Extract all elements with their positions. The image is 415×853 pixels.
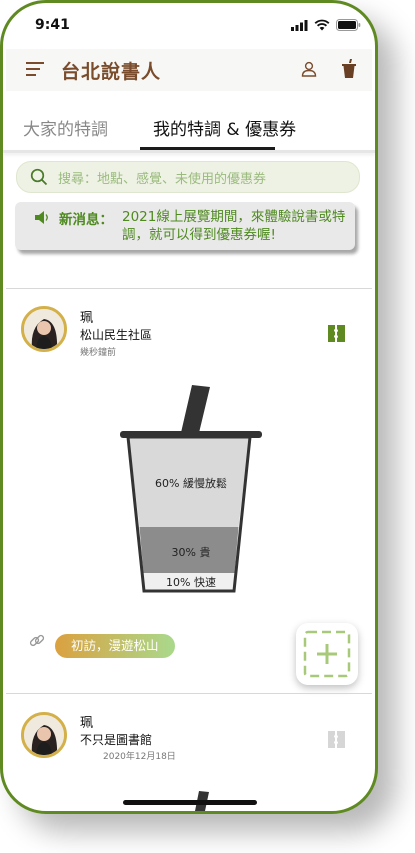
add-button[interactable] <box>296 623 358 685</box>
add-icon <box>303 630 351 678</box>
post-user-name: 珮 <box>80 716 94 731</box>
link-icon[interactable] <box>29 633 45 649</box>
status-icons <box>291 19 361 31</box>
tab-my-blends-coupons[interactable]: 我的特調 & 優惠券 <box>153 120 297 140</box>
signal-icon <box>291 19 308 31</box>
phone-frame: 9:41 台北說書人 大家的特調 我的特調 & 優惠券 搜尋：地點、感覺、未使用… <box>0 0 378 814</box>
cup-label-slow: 60% 緩慢放鬆 <box>155 477 227 490</box>
post-divider <box>6 693 372 694</box>
search-bar[interactable]: 搜尋：地點、感覺、未使用的優惠券 <box>16 161 360 193</box>
post-tag[interactable]: 初訪，漫遊松山 <box>55 634 175 658</box>
active-tab-indicator <box>140 147 275 150</box>
cup-segment-slow <box>128 438 250 527</box>
app-title: 台北說書人 <box>61 61 162 83</box>
drink-cup-icon[interactable] <box>341 59 357 79</box>
cup-label-expensive: 30% 貴 <box>171 546 211 559</box>
cup-label-fast: 10% 快速 <box>166 576 216 589</box>
news-heading: 新消息： <box>59 212 113 228</box>
post-time: 2020年12月18日 <box>103 752 176 762</box>
search-input[interactable]: 搜尋：地點、感覺、未使用的優惠券 <box>58 172 267 187</box>
news-text: 2021線上展覽期間，來體驗說書或特調，就可以得到優惠券喔! <box>122 209 346 243</box>
home-indicator <box>123 800 257 805</box>
cup-segment-fast <box>143 573 235 590</box>
post-user-name: 珮 <box>80 311 94 326</box>
app-bar: 台北說書人 <box>6 49 372 91</box>
tabs-divider <box>3 150 375 153</box>
status-bar: 9:41 <box>3 3 375 49</box>
post-place: 松山民生社區 <box>80 328 153 342</box>
avatar[interactable] <box>21 306 67 352</box>
tab-bar: 大家的特調 我的特調 & 優惠券 <box>3 103 375 151</box>
status-time: 9:41 <box>35 17 70 33</box>
search-icon <box>30 168 48 186</box>
coupon-ticket-icon[interactable] <box>328 731 345 748</box>
coupon-ticket-icon[interactable] <box>328 325 345 342</box>
news-banner[interactable]: 新消息： 2021線上展覽期間，來體驗說書或特調，就可以得到優惠券喔! <box>15 202 355 250</box>
battery-icon <box>336 19 361 31</box>
drink-cup-chart <box>120 385 262 593</box>
avatar[interactable] <box>21 712 67 758</box>
section-divider <box>6 288 372 289</box>
user-icon[interactable] <box>301 61 317 77</box>
tab-everyone-blends[interactable]: 大家的特調 <box>23 120 108 140</box>
menu-icon[interactable] <box>26 62 44 76</box>
wifi-icon <box>314 19 330 31</box>
speaker-icon <box>35 211 48 224</box>
post-place: 不只是圖書館 <box>80 733 153 747</box>
cup-segment-expensive <box>139 527 239 573</box>
post-time: 幾秒鐘前 <box>80 348 117 358</box>
